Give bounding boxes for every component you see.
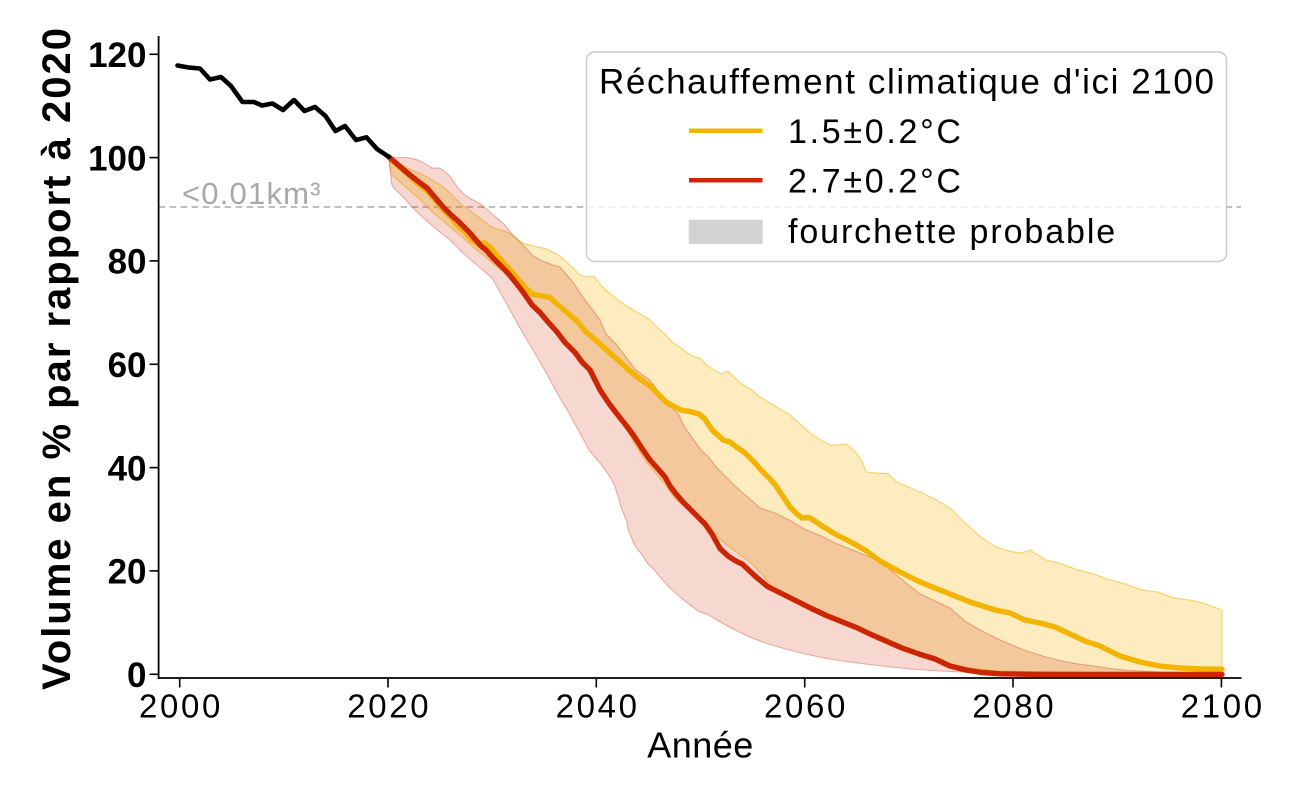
svg-text:0: 0 [127,656,146,695]
svg-text:1.5±0.2°C: 1.5±0.2°C [788,113,964,151]
svg-text:20: 20 [108,553,147,592]
svg-text:100: 100 [88,139,146,178]
svg-text:80: 80 [108,243,147,282]
svg-text:120: 120 [88,36,146,75]
svg-text:2060: 2060 [764,688,848,725]
svg-text:<0.01km³: <0.01km³ [182,176,322,211]
svg-text:40: 40 [108,449,147,488]
svg-text:2100: 2100 [1181,688,1265,725]
svg-text:60: 60 [108,346,147,385]
svg-text:Volume en % par rapport à 2020: Volume en % par rapport à 2020 [35,26,79,690]
svg-text:2020: 2020 [347,688,431,725]
svg-text:Réchauffement climatique d'ici: Réchauffement climatique d'ici 2100 [599,63,1216,102]
svg-text:2.7±0.2°C: 2.7±0.2°C [788,163,964,201]
svg-text:2040: 2040 [556,688,640,725]
svg-text:Année: Année [647,725,754,766]
svg-text:2000: 2000 [139,688,223,725]
svg-text:2080: 2080 [972,688,1056,725]
svg-text:fourchette probable: fourchette probable [788,213,1117,251]
